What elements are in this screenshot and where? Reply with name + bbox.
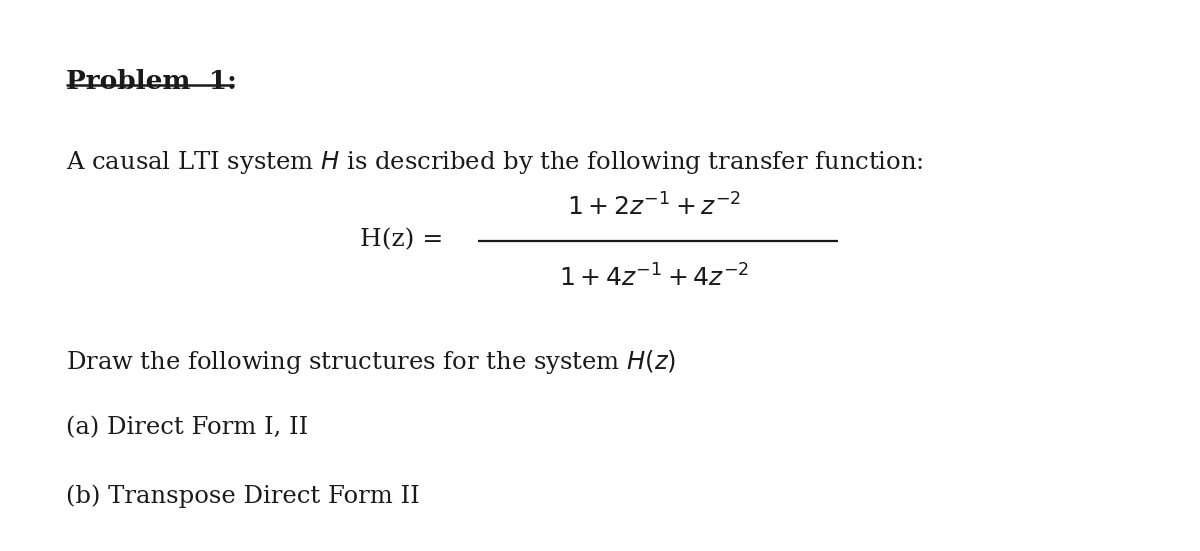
- Text: A causal LTI system $\mathit{H}$ is described by the following transfer function: A causal LTI system $\mathit{H}$ is desc…: [66, 149, 924, 176]
- Text: H(z) =: H(z) =: [360, 228, 443, 251]
- Text: $1 + 2z^{-1} + z^{-2}$: $1 + 2z^{-1} + z^{-2}$: [566, 193, 742, 220]
- Text: Draw the following structures for the system $\mathit{H}(z)$: Draw the following structures for the sy…: [66, 348, 677, 376]
- Text: (a) Direct Form I, II: (a) Direct Form I, II: [66, 416, 308, 439]
- Text: Problem  1:: Problem 1:: [66, 69, 236, 94]
- Text: (b) Transpose Direct Form II: (b) Transpose Direct Form II: [66, 485, 420, 509]
- Text: $1 + 4z^{-1} + 4z^{-2}$: $1 + 4z^{-1} + 4z^{-2}$: [559, 264, 749, 292]
